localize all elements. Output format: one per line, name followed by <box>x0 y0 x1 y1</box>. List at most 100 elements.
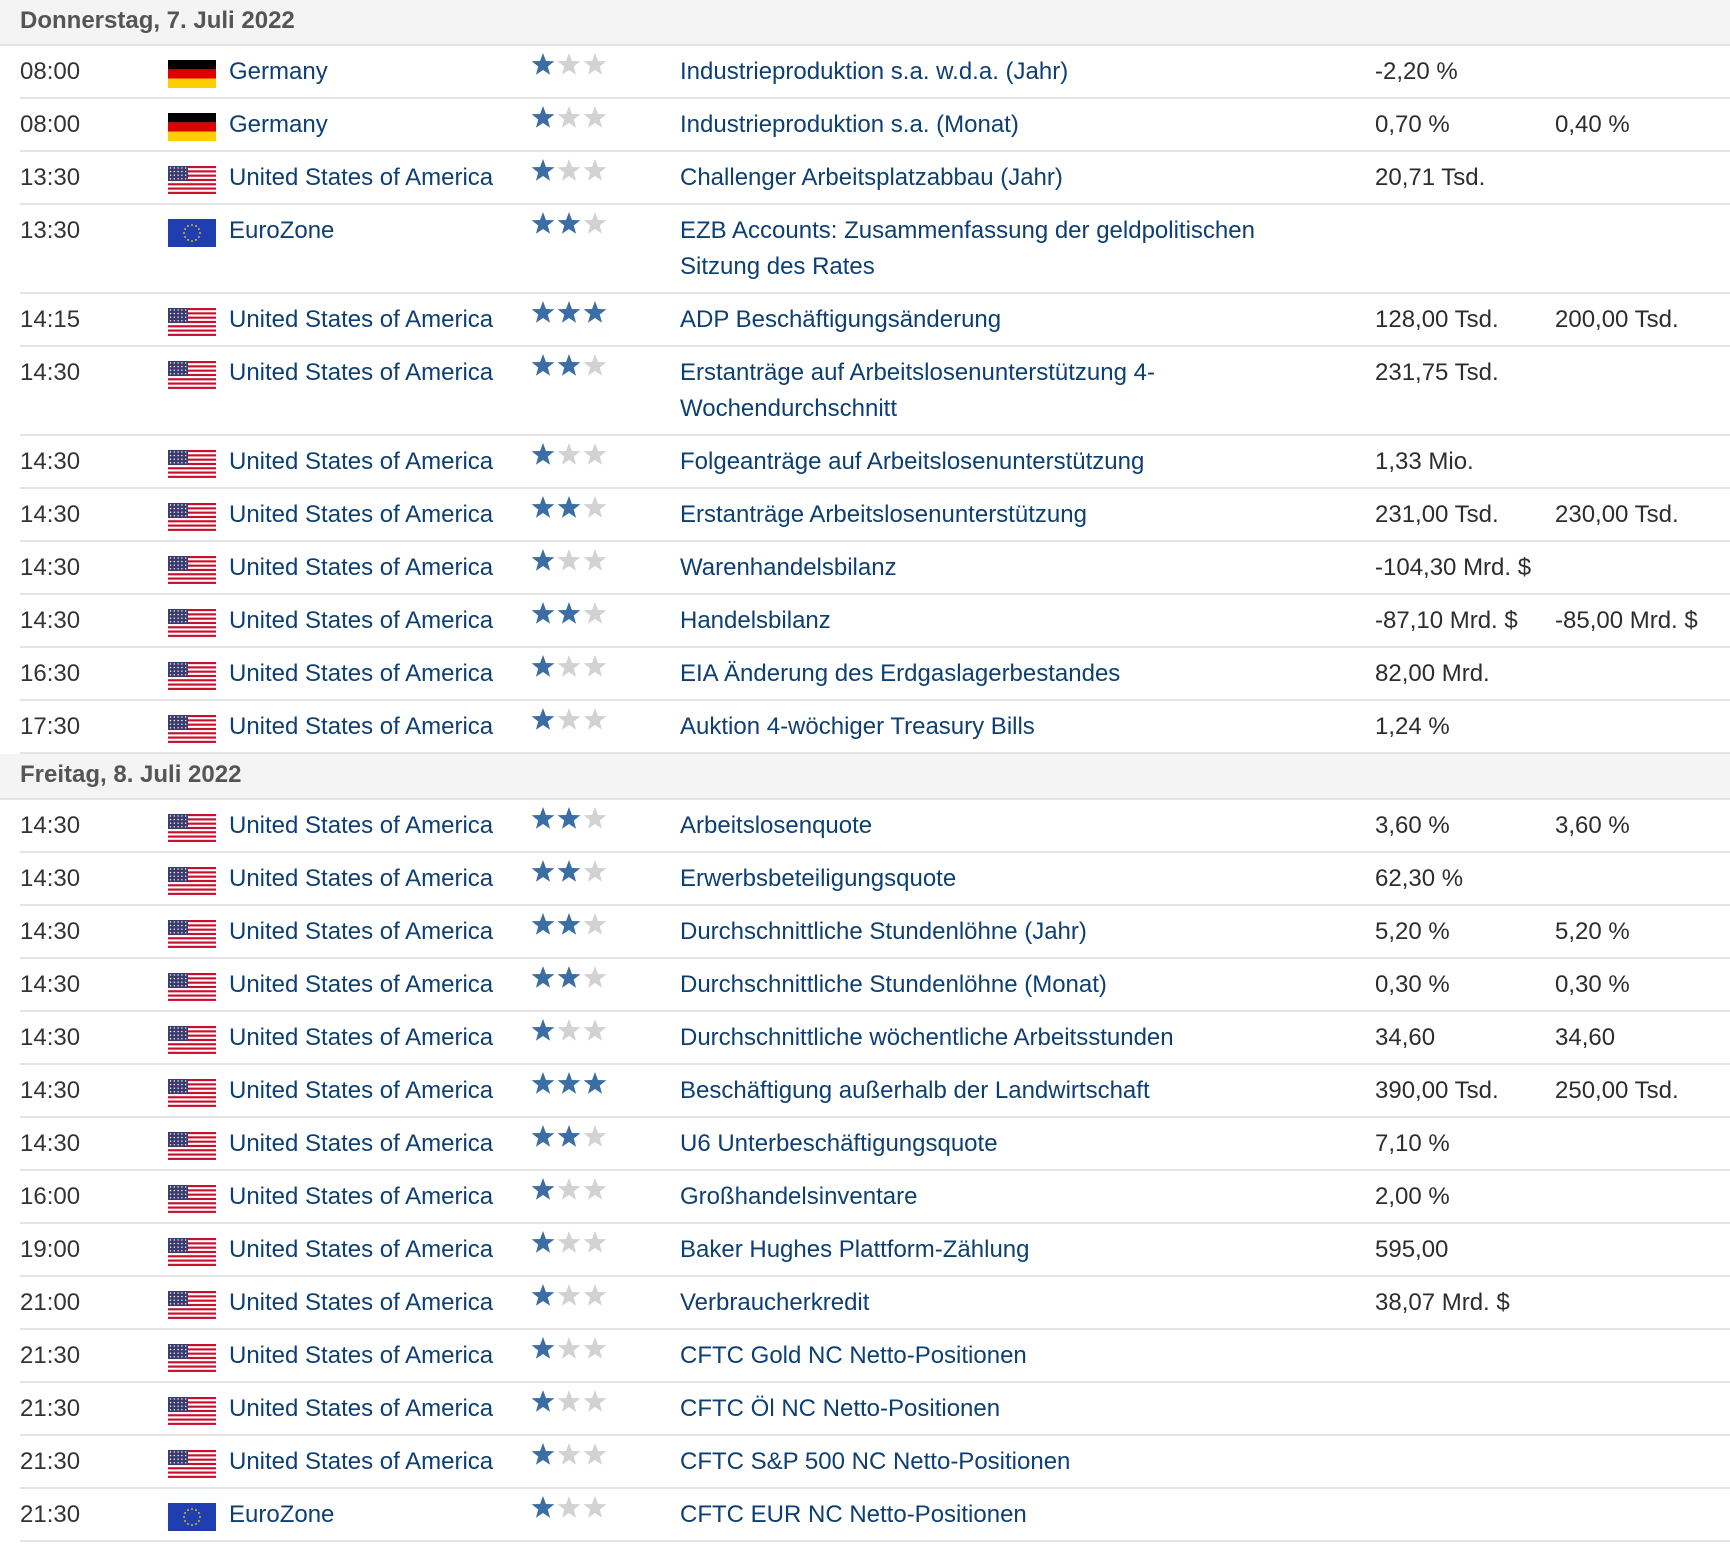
star-filled-icon <box>583 301 607 323</box>
country-link[interactable]: United States of America <box>229 1077 494 1104</box>
country-link[interactable]: United States of America <box>229 812 494 839</box>
calendar-row[interactable]: 21:30 United States of America CFTC Öl NC … <box>20 1383 1730 1436</box>
event-link[interactable]: Arbeitslosenquote <box>680 812 873 839</box>
actual-value: 1,24 % <box>1375 713 1450 740</box>
event-link[interactable]: Folgeanträge auf Arbeitslosenunterstützu… <box>680 448 1145 475</box>
calendar-row[interactable]: 14:30 United States of America U6 Unterbes… <box>20 1118 1730 1171</box>
event-link[interactable]: CFTC Öl NC Netto-Positionen <box>680 1395 1001 1422</box>
event-link[interactable]: Warenhandelsbilanz <box>680 554 897 581</box>
usa-flag-icon <box>168 556 216 584</box>
event-link[interactable]: CFTC S&P 500 NC Netto-Positionen <box>680 1448 1071 1475</box>
forecast-value: 3,60 % <box>1555 812 1630 839</box>
star-empty-icon <box>583 913 607 935</box>
star-empty-icon <box>557 1443 581 1465</box>
calendar-row[interactable]: 21:30 United States of America CFTC S&P 50… <box>20 1436 1730 1489</box>
calendar-row[interactable]: 16:00 United States of America Großhandels… <box>20 1171 1730 1224</box>
star-empty-icon <box>583 1496 607 1518</box>
country-link[interactable]: United States of America <box>229 713 494 740</box>
importance-stars <box>530 959 608 991</box>
country-link[interactable]: United States of America <box>229 1342 494 1369</box>
calendar-row[interactable]: 14:30 United States of America Warenhandel… <box>20 542 1730 595</box>
star-filled-icon <box>531 1231 555 1253</box>
country-link[interactable]: United States of America <box>229 1395 494 1422</box>
calendar-row[interactable]: 21:30 United States of America CFTC Gold N… <box>20 1330 1730 1383</box>
country-link[interactable]: Germany <box>229 58 328 85</box>
calendar-row[interactable]: 21:30 EuroZone CFTC EUR NC Netto-Positione… <box>20 1489 1730 1542</box>
calendar-row[interactable]: 14:30 United States of America Erwerbsbete… <box>20 853 1730 906</box>
star-filled-icon <box>557 807 581 829</box>
event-link[interactable]: Auktion 4-wöchiger Treasury Bills <box>680 713 1035 740</box>
calendar-row[interactable]: 19:00 United States of America Baker Hughe… <box>20 1224 1730 1277</box>
country-link[interactable]: United States of America <box>229 359 494 386</box>
country-link[interactable]: United States of America <box>229 1289 494 1316</box>
event-link[interactable]: Beschäftigung außerhalb der Landwirtscha… <box>680 1077 1150 1104</box>
event-link[interactable]: EIA Änderung des Erdgaslagerbestandes <box>680 660 1121 687</box>
country-link[interactable]: United States of America <box>229 607 494 634</box>
country-link[interactable]: United States of America <box>229 971 494 998</box>
actual-value: 5,20 % <box>1375 918 1450 945</box>
importance-stars <box>530 294 608 326</box>
star-filled-icon <box>557 1125 581 1147</box>
country-link[interactable]: United States of America <box>229 918 494 945</box>
calendar-row[interactable]: 21:00 United States of America Verbraucher… <box>20 1277 1730 1330</box>
event-time: 21:30 <box>20 1448 81 1475</box>
star-empty-icon <box>583 549 607 571</box>
country-link[interactable]: EuroZone <box>229 217 335 244</box>
event-link[interactable]: Durchschnittliche wöchentliche Arbeitsst… <box>680 1024 1174 1051</box>
country-link[interactable]: United States of America <box>229 1236 494 1263</box>
country-link[interactable]: United States of America <box>229 865 494 892</box>
event-link[interactable]: Großhandelsinventare <box>680 1183 918 1210</box>
importance-stars <box>530 152 608 184</box>
event-link[interactable]: CFTC EUR NC Netto-Positionen <box>680 1501 1027 1528</box>
event-link[interactable]: Erwerbsbeteiligungsquote <box>680 865 957 892</box>
country-link[interactable]: EuroZone <box>229 1501 335 1528</box>
calendar-row[interactable]: 14:30 United States of America Erstanträge… <box>20 347 1730 436</box>
calendar-row[interactable]: 13:30 EuroZone EZB Accounts: Zusammenfassu… <box>20 205 1730 294</box>
country-link[interactable]: United States of America <box>229 306 494 333</box>
event-link[interactable]: Verbraucherkredit <box>680 1289 870 1316</box>
calendar-row[interactable]: 16:30 United States of America EIA Änderun… <box>20 648 1730 701</box>
calendar-row[interactable]: 08:00 Germany Industrieproduktion s.a. (Mo… <box>20 99 1730 152</box>
country-link[interactable]: United States of America <box>229 1448 494 1475</box>
calendar-row[interactable]: 13:30 United States of America Challenger … <box>20 152 1730 205</box>
event-link[interactable]: Erstanträge Arbeitslosenunterstützung <box>680 501 1087 528</box>
country-link[interactable]: United States of America <box>229 1024 494 1051</box>
star-empty-icon <box>583 443 607 465</box>
country-link[interactable]: United States of America <box>229 554 494 581</box>
calendar-row[interactable]: 14:15 United States of America ADP Beschäf… <box>20 294 1730 347</box>
country-link[interactable]: United States of America <box>229 1130 494 1157</box>
event-link[interactable]: Baker Hughes Plattform-Zählung <box>680 1236 1030 1263</box>
country-link[interactable]: United States of America <box>229 501 494 528</box>
star-empty-icon <box>583 1284 607 1306</box>
event-link[interactable]: Industrieproduktion s.a. w.d.a. (Jahr) <box>680 58 1069 85</box>
importance-stars <box>530 1383 608 1415</box>
calendar-row[interactable]: 17:30 United States of America Auktion 4-w… <box>20 701 1730 754</box>
event-link[interactable]: ADP Beschäftigungsänderung <box>680 306 1002 333</box>
country-link[interactable]: United States of America <box>229 1183 494 1210</box>
event-link[interactable]: Handelsbilanz <box>680 607 831 634</box>
calendar-row[interactable]: 08:00 Germany Industrieproduktion s.a. w.d… <box>20 46 1730 99</box>
country-link[interactable]: Germany <box>229 111 328 138</box>
calendar-row[interactable]: 14:30 United States of America Durchschnit… <box>20 959 1730 1012</box>
event-link[interactable]: Industrieproduktion s.a. (Monat) <box>680 111 1019 138</box>
event-link[interactable]: Durchschnittliche Stundenlöhne (Jahr) <box>680 918 1087 945</box>
importance-stars <box>530 347 608 379</box>
country-link[interactable]: United States of America <box>229 448 494 475</box>
country-link[interactable]: United States of America <box>229 660 494 687</box>
event-link[interactable]: Durchschnittliche Stundenlöhne (Monat) <box>680 971 1107 998</box>
event-link[interactable]: CFTC Gold NC Netto-Positionen <box>680 1342 1027 1369</box>
event-link[interactable]: Erstanträge auf Arbeitslosenunterstützun… <box>680 359 1155 422</box>
calendar-row[interactable]: 14:30 United States of America Beschäftigu… <box>20 1065 1730 1118</box>
event-link[interactable]: EZB Accounts: Zusammenfassung der geldpo… <box>680 217 1255 280</box>
calendar-row[interactable]: 14:30 United States of America Handelsbila… <box>20 595 1730 648</box>
calendar-row[interactable]: 14:30 United States of America Durchschnit… <box>20 1012 1730 1065</box>
calendar-row[interactable]: 14:30 United States of America Durchschnit… <box>20 906 1730 959</box>
importance-stars <box>530 542 608 574</box>
calendar-row[interactable]: 14:30 United States of America Folgeanträg… <box>20 436 1730 489</box>
calendar-row[interactable]: 14:30 United States of America Erstanträge… <box>20 489 1730 542</box>
event-link[interactable]: Challenger Arbeitsplatzabbau (Jahr) <box>680 164 1063 191</box>
event-link[interactable]: U6 Unterbeschäftigungsquote <box>680 1130 998 1157</box>
calendar-row[interactable]: 14:30 United States of America Arbeitslose… <box>20 800 1730 853</box>
country-link[interactable]: United States of America <box>229 164 494 191</box>
